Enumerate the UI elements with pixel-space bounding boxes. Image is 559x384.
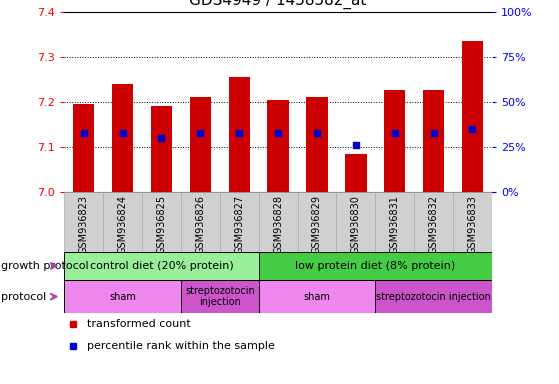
Bar xyxy=(414,192,453,252)
Text: GSM936831: GSM936831 xyxy=(390,195,400,254)
Bar xyxy=(73,104,94,192)
Bar xyxy=(181,192,220,252)
Text: protocol: protocol xyxy=(1,291,46,302)
Bar xyxy=(267,99,289,192)
Text: transformed count: transformed count xyxy=(87,319,191,329)
Text: sham: sham xyxy=(304,291,330,302)
Text: GSM936826: GSM936826 xyxy=(195,195,205,254)
Bar xyxy=(297,192,337,252)
Text: control diet (20% protein): control diet (20% protein) xyxy=(89,261,233,271)
Bar xyxy=(190,97,211,192)
Text: GSM936830: GSM936830 xyxy=(351,195,361,254)
Bar xyxy=(64,192,103,252)
Bar xyxy=(181,280,259,313)
Bar xyxy=(151,106,172,192)
Text: GSM936832: GSM936832 xyxy=(429,195,439,254)
Bar xyxy=(384,91,405,192)
Bar xyxy=(229,77,250,192)
Text: GSM936827: GSM936827 xyxy=(234,195,244,254)
Bar xyxy=(259,192,297,252)
Text: GSM936829: GSM936829 xyxy=(312,195,322,254)
Bar xyxy=(142,192,181,252)
Text: streptozotocin
injection: streptozotocin injection xyxy=(185,286,255,308)
Text: GSM936828: GSM936828 xyxy=(273,195,283,254)
Bar xyxy=(453,192,492,252)
Bar xyxy=(259,252,492,280)
Bar xyxy=(423,91,444,192)
Bar xyxy=(462,41,483,192)
Bar xyxy=(337,192,375,252)
Bar xyxy=(375,192,414,252)
Bar xyxy=(345,154,367,192)
Title: GDS4949 / 1458582_at: GDS4949 / 1458582_at xyxy=(190,0,367,9)
Text: GSM936823: GSM936823 xyxy=(79,195,89,254)
Text: GSM936833: GSM936833 xyxy=(467,195,477,254)
Text: growth protocol: growth protocol xyxy=(1,261,88,271)
Text: percentile rank within the sample: percentile rank within the sample xyxy=(87,341,274,351)
Text: GSM936825: GSM936825 xyxy=(157,195,167,254)
Bar xyxy=(259,280,375,313)
Bar xyxy=(306,97,328,192)
Bar xyxy=(64,280,181,313)
Bar xyxy=(375,280,492,313)
Bar xyxy=(220,192,259,252)
Bar xyxy=(64,252,259,280)
Bar xyxy=(103,192,142,252)
Bar xyxy=(112,84,133,192)
Text: low protein diet (8% protein): low protein diet (8% protein) xyxy=(295,261,456,271)
Text: GSM936824: GSM936824 xyxy=(117,195,127,254)
Text: sham: sham xyxy=(109,291,136,302)
Text: streptozotocin injection: streptozotocin injection xyxy=(376,291,491,302)
